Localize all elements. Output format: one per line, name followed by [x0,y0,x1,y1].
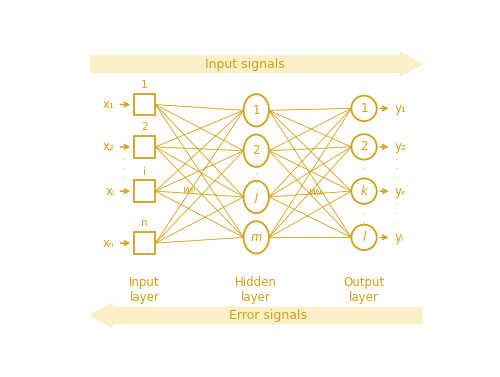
Text: ·
·
·: · · · [122,155,125,183]
Text: m: m [250,231,262,244]
Ellipse shape [244,135,269,167]
Text: Output
layer: Output layer [344,276,384,304]
FancyArrow shape [90,304,422,327]
Text: 2: 2 [360,140,368,153]
FancyBboxPatch shape [134,94,156,115]
Text: i: i [143,167,146,176]
Text: wᵢⱼ: wᵢⱼ [182,185,196,195]
Text: 1: 1 [360,102,368,115]
Text: 2: 2 [252,144,260,157]
Text: y₁: y₁ [394,102,406,115]
Text: 2: 2 [142,122,148,132]
Text: 1: 1 [252,104,260,117]
Text: ·
·
·: · · · [394,200,398,228]
Text: k: k [360,185,368,198]
Circle shape [352,178,377,204]
FancyBboxPatch shape [134,180,156,202]
FancyBboxPatch shape [134,232,156,254]
FancyBboxPatch shape [134,136,156,158]
Text: Error signals: Error signals [229,309,307,322]
Ellipse shape [244,94,269,126]
Circle shape [352,225,377,250]
Text: yₗ: yₗ [394,231,404,244]
Text: Hidden
layer: Hidden layer [236,276,277,304]
Ellipse shape [244,221,269,253]
Text: x₁: x₁ [102,98,115,111]
Text: Input
layer: Input layer [130,276,160,304]
Text: Input signals: Input signals [205,58,284,70]
Text: wⱼₖ: wⱼₖ [308,187,324,197]
Text: xᵢ: xᵢ [106,185,114,198]
Text: x₂: x₂ [103,140,115,153]
Text: n: n [142,219,148,228]
FancyArrow shape [90,52,422,76]
Ellipse shape [244,181,269,213]
Text: ·
·
·: · · · [394,155,398,183]
Circle shape [352,134,377,159]
Text: ·
·
·: · · · [362,200,366,228]
Circle shape [352,96,377,121]
Text: ·
·
·: · · · [362,155,366,183]
Text: ·
·
·: · · · [254,159,258,188]
Text: y₂: y₂ [394,140,406,153]
Text: j: j [254,190,258,204]
Text: l: l [362,231,366,244]
Text: yₖ: yₖ [394,185,406,198]
Text: xₙ: xₙ [103,237,115,250]
Text: 1: 1 [142,80,148,90]
